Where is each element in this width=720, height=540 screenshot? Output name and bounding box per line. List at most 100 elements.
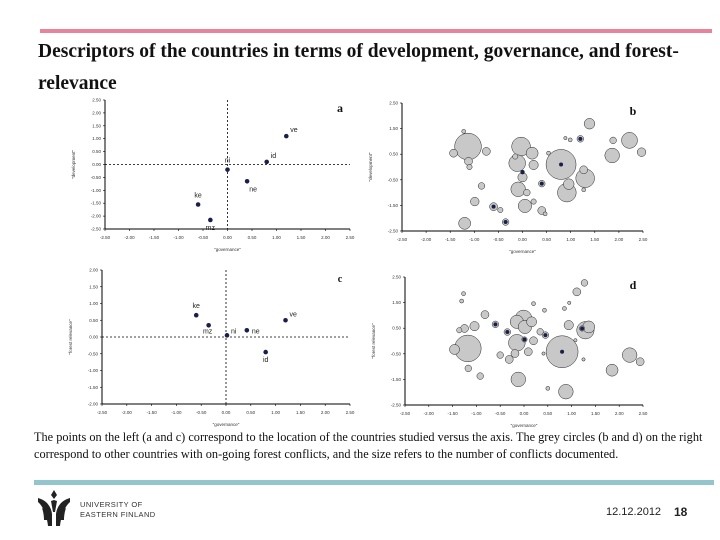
y-tick-label: -2.50 — [91, 227, 102, 232]
chart-panel-c: -2.50 -2.00 -1.50 -1.00 -0.50 0.00 0.50 1.00 1.5… — [68, 268, 355, 428]
study-country-point — [543, 333, 548, 338]
conflict-bubble — [545, 386, 551, 391]
top-accent-line — [40, 29, 712, 33]
y-tick-label: -1.00 — [88, 368, 99, 373]
x-tick-label: 1.00 — [272, 235, 281, 240]
y-tick-label: 2.00 — [89, 268, 98, 273]
x-tick-label: 2.50 — [346, 235, 355, 240]
study-country-point — [522, 337, 527, 342]
university-logo-icon — [38, 490, 70, 526]
data-point — [284, 133, 289, 139]
conflict-bubble — [621, 132, 638, 149]
conflict-bubble — [609, 136, 617, 144]
x-tick-label: -1.00 — [173, 235, 184, 240]
x-tick-label: -0.50 — [493, 237, 504, 242]
y-tick-label: -2.00 — [91, 214, 102, 219]
study-country-point — [559, 162, 564, 167]
point-label: ni — [231, 328, 237, 335]
y-tick-label: -0.50 — [91, 175, 102, 180]
conflict-bubble — [517, 198, 532, 213]
x-tick-label: 1.00 — [566, 237, 575, 242]
x-axis-label: "governance" — [214, 247, 241, 252]
conflict-bubble — [531, 301, 536, 306]
study-country-point — [493, 322, 498, 327]
x-axis-label: "governance" — [213, 422, 240, 427]
y-tick-label: 1.50 — [92, 123, 101, 128]
conflict-bubble — [542, 308, 547, 313]
x-tick-label: -2.50 — [397, 237, 408, 242]
data-point — [225, 167, 230, 172]
university-name: UNIVERSITY OF EASTERN FINLAND — [80, 500, 156, 519]
y-tick-label: 0.50 — [92, 149, 101, 154]
point-label: ve — [290, 311, 298, 318]
conflict-bubble — [530, 198, 537, 205]
study-country-point — [491, 204, 496, 209]
x-tick-label: 2.00 — [321, 410, 330, 415]
conflict-bubble — [512, 153, 519, 160]
data-point — [224, 333, 230, 338]
conflict-bubble — [572, 287, 582, 297]
conflict-bubble — [449, 344, 460, 355]
data-point — [263, 349, 268, 355]
conflict-bubble — [528, 160, 539, 170]
x-tick-label: 1.50 — [296, 410, 305, 415]
y-tick-label: -1.50 — [88, 385, 99, 390]
slide-title: Descriptors of the countries in terms of… — [38, 41, 679, 94]
conflict-bubble — [583, 118, 596, 130]
point-label: ne — [249, 186, 257, 193]
panel-letter: d — [630, 278, 637, 292]
conflict-bubble — [635, 357, 645, 366]
data-point — [244, 328, 250, 333]
y-tick-label: 2.00 — [92, 110, 101, 115]
conflict-bubble — [636, 147, 647, 157]
x-tick-label: 0.50 — [543, 411, 552, 416]
conflict-bubble — [580, 279, 589, 287]
conflict-bubble — [529, 336, 538, 345]
x-tick-label: 1.50 — [590, 237, 599, 242]
point-label: ni — [225, 158, 231, 165]
point-label: id — [271, 153, 277, 160]
conflict-bubble — [542, 211, 548, 217]
data-point — [193, 312, 199, 318]
point-label: ke — [193, 303, 201, 310]
conflict-bubble — [476, 372, 484, 380]
conflict-bubble — [581, 187, 586, 193]
study-country-point — [578, 136, 583, 141]
x-tick-label: -2.00 — [122, 410, 133, 415]
study-country-point — [560, 349, 565, 354]
data-point — [208, 217, 213, 223]
conflict-bubble — [622, 347, 638, 363]
x-tick-label: -1.50 — [149, 235, 160, 240]
chart-panel-a: -2.50 -2.00 -1.50 -1.00 -0.50 0.00 0.50 1.00 1.5… — [71, 98, 355, 253]
conflict-bubble — [563, 136, 568, 140]
y-tick-label: -1.00 — [91, 188, 102, 193]
point-label: ne — [252, 328, 260, 335]
y-tick-label: -1.50 — [91, 201, 102, 206]
x-tick-label: -2.00 — [421, 237, 432, 242]
x-tick-label: -2.50 — [100, 235, 111, 240]
data-point — [206, 322, 211, 328]
x-tick-label: 0.50 — [248, 235, 257, 240]
x-axis-label: "governance" — [509, 249, 536, 254]
conflict-bubble — [524, 347, 533, 357]
conflict-bubble — [510, 349, 520, 358]
conflict-bubble — [579, 165, 588, 175]
conflict-bubble — [604, 147, 620, 164]
conflict-bubble — [605, 363, 619, 377]
conflict-bubble — [523, 189, 531, 197]
conflict-bubble — [581, 357, 586, 362]
conflict-bubble — [464, 157, 473, 166]
conflict-bubble — [504, 355, 514, 364]
conflict-bubble — [567, 137, 573, 143]
x-tick-label: -0.50 — [198, 235, 209, 240]
x-tick-label: 2.50 — [639, 411, 648, 416]
y-tick-label: 1.50 — [89, 284, 98, 289]
y-tick-label: -2.50 — [391, 403, 402, 408]
conflict-bubble — [458, 217, 471, 230]
y-tick-label: -1.50 — [391, 377, 402, 382]
y-tick-label: 0.50 — [392, 326, 401, 331]
chart-panel-d: -2.50 -2.00 -1.50 -1.00 -0.50 0.00 0.50 1.00 1.5… — [371, 275, 648, 429]
conflict-bubble — [449, 148, 458, 158]
x-tick-label: -1.50 — [146, 410, 157, 415]
